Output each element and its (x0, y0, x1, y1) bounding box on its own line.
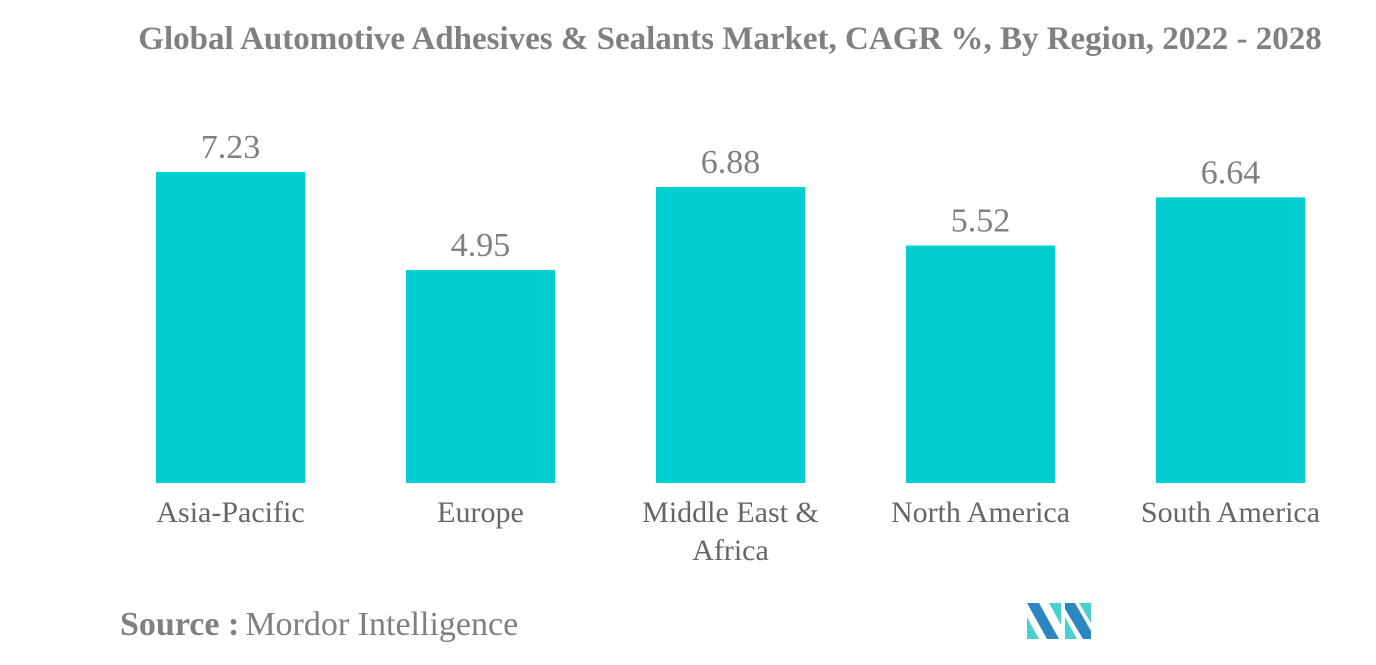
data-label: 7.23 (201, 129, 261, 166)
bar-asia-pacific (156, 172, 305, 483)
source-value: Mordor Intelligence (245, 606, 519, 643)
x-tick-label: Africa (692, 534, 769, 567)
chart-title: Global Automotive Adhesives & Sealants M… (138, 21, 1322, 57)
mordor-intelligence-logo (1027, 603, 1091, 639)
bar-europe (406, 270, 555, 483)
source-line: Source : Mordor Intelligence (120, 606, 518, 644)
bar-middle-east-africa (656, 187, 805, 483)
bar-chart: 7.23 Asia-Pacific 4.95 Europe 6.88 Middle Eas… (156, 129, 1320, 567)
x-tick-label: South America (1141, 496, 1320, 529)
bar-south-america (1156, 197, 1305, 484)
data-label: 4.95 (451, 227, 511, 264)
source-label: Source : (120, 606, 240, 643)
x-tick-label: North America (891, 496, 1070, 529)
bar-north-america (906, 245, 1055, 483)
x-tick-label: Asia-Pacific (156, 496, 304, 529)
data-label: 5.52 (951, 203, 1011, 240)
data-label: 6.64 (1201, 154, 1261, 191)
data-label: 6.88 (701, 144, 761, 181)
x-tick-label: Middle East & (642, 496, 819, 529)
x-tick-label: Europe (437, 496, 524, 529)
